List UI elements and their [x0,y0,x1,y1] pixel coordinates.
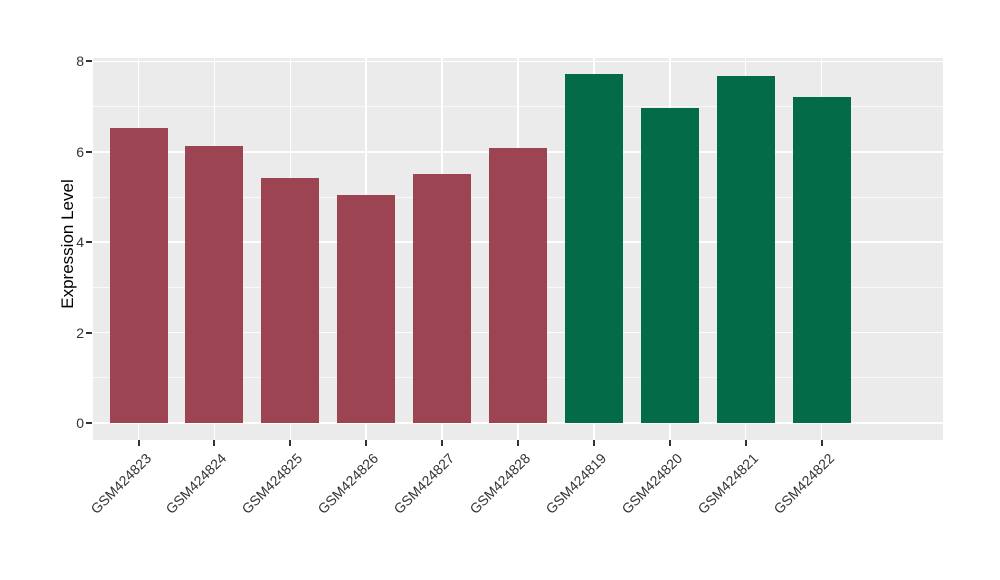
x-tick-mark [365,440,368,446]
bar [413,173,472,423]
x-tick-label: GSM424822 [769,450,837,517]
x-tick-mark [213,440,216,446]
bar [261,177,320,423]
y-tick-mark [86,331,92,334]
x-tick-mark [820,440,823,446]
y-tick-mark [86,422,92,424]
y-tick-label: 2 [76,324,84,341]
y-tick-label: 6 [76,143,84,160]
y-tick-label: 8 [76,53,84,70]
bar [716,76,775,423]
y-tick-label: 4 [76,234,84,251]
bar [185,145,244,423]
x-tick-mark [137,440,140,446]
y-tick-label: 0 [76,415,84,431]
bar [109,127,168,423]
x-tick-mark [517,440,519,446]
x-tick-mark [744,440,747,446]
y-tick-mark [86,150,92,153]
bar [564,74,623,423]
x-tick-label: GSM424827 [390,450,458,517]
x-tick-label: GSM424821 [694,450,761,517]
bar [489,148,547,423]
x-tick-mark [441,440,444,446]
x-tick-label: GSM424823 [86,450,154,517]
x-tick-label: GSM424828 [466,450,534,517]
x-tick-mark [289,440,292,446]
x-tick-mark [592,440,595,446]
x-tick-label: GSM424819 [542,450,610,517]
x-tick-label: GSM424826 [314,450,382,517]
bar [792,97,851,423]
y-tick-mark [86,241,92,244]
x-tick-label: GSM424820 [618,450,686,517]
y-tick-mark [86,60,92,63]
x-tick-label: GSM424824 [162,450,230,517]
bar [337,194,396,423]
bar [640,107,699,423]
x-tick-label: GSM424825 [238,450,306,517]
x-tick-mark [668,440,671,446]
plot-panel [93,58,943,440]
